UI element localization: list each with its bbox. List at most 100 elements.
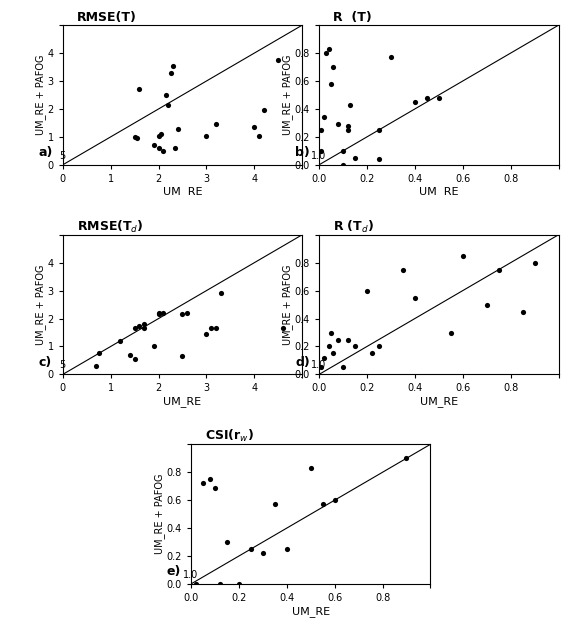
Point [374, 342, 384, 352]
Text: 1.0: 1.0 [183, 570, 198, 580]
Point [434, 93, 443, 103]
Point [324, 342, 333, 352]
Point [324, 44, 333, 54]
Point [321, 48, 331, 58]
Point [173, 124, 182, 134]
X-axis label: UM_RE: UM_RE [164, 396, 202, 407]
Point [345, 100, 355, 110]
Point [317, 125, 326, 135]
Point [446, 328, 455, 338]
Point [202, 131, 211, 141]
Point [367, 349, 376, 359]
Point [458, 251, 467, 261]
Point [255, 131, 264, 141]
Point [211, 119, 221, 129]
Point [207, 323, 216, 333]
Point [164, 100, 173, 110]
Point [210, 482, 219, 492]
Point [92, 361, 101, 371]
Text: b): b) [295, 146, 310, 160]
Point [154, 131, 163, 141]
Point [140, 319, 149, 329]
Point [494, 264, 503, 274]
Point [211, 323, 221, 333]
Point [156, 129, 165, 139]
Point [410, 293, 420, 303]
Point [327, 78, 336, 89]
Point [216, 288, 225, 298]
Point [317, 146, 326, 156]
Point [140, 323, 149, 333]
Text: RMSE(T): RMSE(T) [77, 11, 137, 24]
Point [329, 62, 338, 72]
Point [125, 350, 135, 360]
Point [327, 328, 336, 338]
Point [234, 579, 243, 589]
Point [351, 153, 360, 163]
Point [386, 52, 396, 62]
Point [306, 463, 315, 473]
Point [94, 349, 103, 359]
Point [246, 544, 255, 554]
Point [319, 112, 328, 122]
Point [333, 335, 343, 345]
Point [132, 133, 141, 143]
Text: RMSE(T$_d$): RMSE(T$_d$) [77, 219, 144, 235]
Point [518, 306, 527, 317]
Point [215, 579, 224, 589]
Point [154, 308, 163, 318]
Text: R (T$_d$): R (T$_d$) [333, 219, 374, 235]
Point [339, 160, 348, 170]
Y-axis label: UM_RE + PAFOG: UM_RE + PAFOG [35, 55, 46, 135]
X-axis label: UM_RE: UM_RE [292, 606, 329, 617]
Point [130, 354, 139, 364]
Point [149, 342, 158, 352]
Text: 1.0: 1.0 [311, 360, 327, 371]
Text: d): d) [295, 356, 310, 369]
Point [168, 61, 177, 71]
Text: CSI(r$_w$): CSI(r$_w$) [205, 428, 254, 444]
Point [374, 125, 384, 135]
Point [166, 68, 175, 78]
Point [329, 349, 338, 359]
Text: e): e) [167, 565, 181, 578]
Point [282, 544, 291, 554]
Point [317, 362, 326, 372]
Point [343, 335, 352, 345]
Point [343, 125, 352, 135]
Y-axis label: UM_RE + PAFOG: UM_RE + PAFOG [282, 264, 293, 345]
X-axis label: UM  RE: UM RE [419, 187, 458, 197]
Point [333, 119, 343, 129]
Point [159, 308, 168, 318]
Point [205, 474, 214, 484]
Point [149, 140, 158, 150]
Point [339, 362, 348, 372]
X-axis label: UM  RE: UM RE [163, 187, 202, 197]
Point [178, 310, 187, 320]
Point [279, 323, 288, 333]
Point [191, 579, 200, 589]
X-axis label: UM_RE: UM_RE [420, 396, 458, 407]
Text: 5: 5 [60, 151, 66, 161]
Text: c): c) [39, 356, 52, 369]
Point [259, 106, 268, 116]
Point [183, 308, 192, 318]
Point [161, 90, 170, 100]
Point [318, 499, 327, 509]
Point [351, 342, 360, 352]
Y-axis label: UM_RE + PAFOG: UM_RE + PAFOG [35, 264, 46, 345]
Point [178, 351, 187, 361]
Y-axis label: UM_RE + PAFOG: UM_RE + PAFOG [154, 474, 165, 555]
Point [422, 93, 431, 103]
Point [482, 300, 491, 310]
Y-axis label: UM_RE + PAFOG: UM_RE + PAFOG [282, 55, 293, 135]
Point [270, 499, 279, 509]
Point [198, 479, 207, 489]
Point [130, 132, 139, 142]
Point [530, 257, 539, 268]
Text: 5: 5 [60, 360, 66, 371]
Point [398, 264, 408, 274]
Point [154, 143, 163, 153]
Point [274, 55, 283, 65]
Point [410, 97, 420, 107]
